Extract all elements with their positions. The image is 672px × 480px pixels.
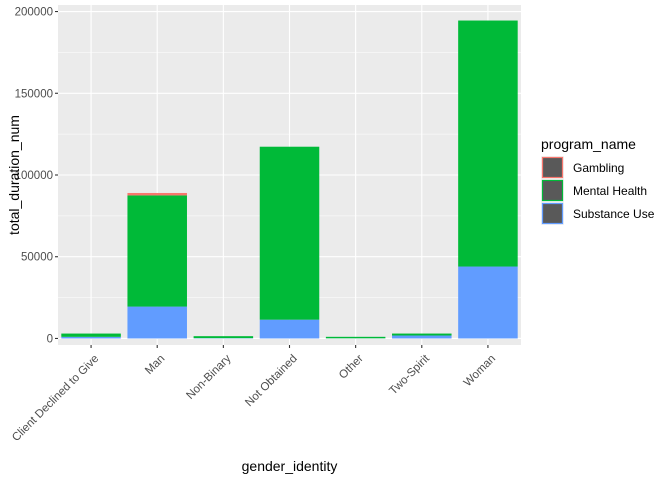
y-tick-label: 0 (47, 333, 53, 345)
legend-label: Substance Use (573, 207, 655, 221)
x-tick-label: Non-Binary (184, 353, 233, 402)
x-axis-title: gender_identity (242, 458, 338, 474)
y-tick-label: 200000 (15, 7, 53, 19)
x-tick-label: Not Obtained (243, 353, 299, 409)
bar-segment (458, 266, 518, 339)
bar-segment (127, 306, 187, 339)
bar-segment (325, 336, 386, 339)
legend-key-swatch (541, 156, 564, 179)
legend-label: Gambling (573, 161, 624, 175)
bar-segment (392, 333, 452, 336)
legend-key-swatch (541, 179, 564, 202)
bar-segment (259, 146, 320, 320)
legend-label: Mental Health (573, 184, 647, 198)
bar-segment (61, 333, 121, 337)
bar-segment (392, 335, 452, 339)
y-axis: 0 50000 100000 150000 200000 (15, 7, 58, 345)
x-tick-label: Man (143, 353, 167, 377)
y-axis-title: total_duration_num (6, 115, 22, 235)
legend-key-swatch (541, 202, 564, 225)
x-tick-label: Woman (462, 353, 498, 389)
legend: program_name Gambling Mental Health Substa… (541, 136, 655, 225)
y-tick-label: 50000 (21, 252, 53, 264)
bar-segment (259, 319, 320, 339)
x-tick-label: Client Declined to Give (10, 353, 101, 444)
bar-segment (127, 195, 187, 307)
x-tick-label: Two-Spirit (387, 352, 432, 397)
bar-segment (127, 192, 187, 196)
bar-segment (193, 336, 254, 339)
legend-title: program_name (541, 136, 636, 152)
y-tick-label: 150000 (15, 88, 53, 100)
x-axis: Client Declined to Give Man Non-Binary Not … (10, 345, 498, 444)
x-tick-label: Other (337, 353, 366, 382)
y-tick-label: 100000 (15, 170, 53, 182)
bar-segment (61, 336, 121, 339)
bar-segment (458, 20, 518, 267)
bars (61, 20, 518, 339)
